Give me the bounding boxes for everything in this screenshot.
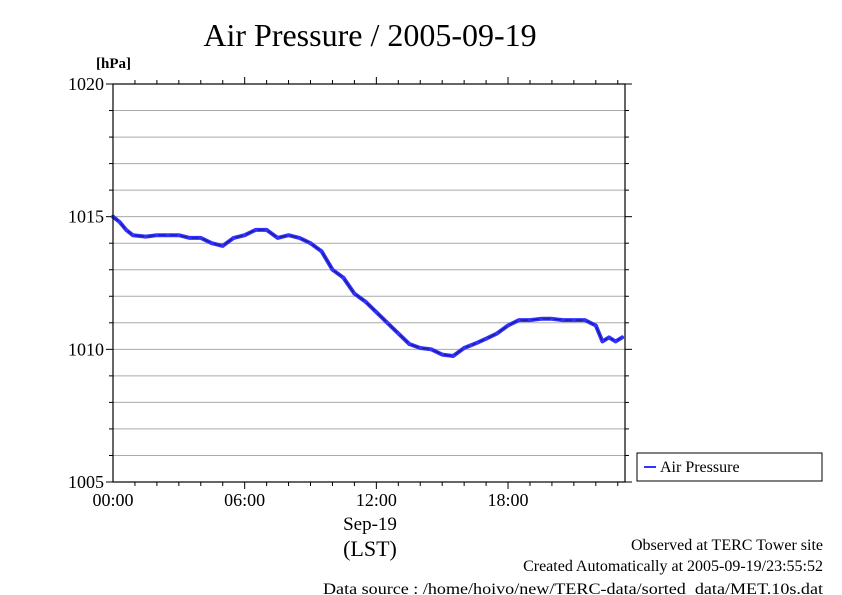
- data-point: [506, 323, 510, 328]
- data-point: [341, 275, 346, 280]
- data-point: [188, 236, 192, 240]
- data-point: [620, 335, 624, 340]
- data-point: [484, 336, 488, 341]
- data-point: [264, 228, 269, 232]
- data-point: [177, 233, 181, 238]
- footer-source: Data source : /home/hoivo/new/TERC-data/…: [323, 581, 824, 595]
- legend: Air Pressure: [636, 452, 823, 482]
- data-point: [117, 220, 122, 224]
- series-layer: [111, 214, 625, 358]
- data-point: [297, 236, 302, 240]
- data-point: [475, 340, 480, 345]
- data-point: [572, 318, 576, 322]
- data-point: [330, 267, 335, 272]
- data-point: [517, 318, 521, 322]
- footer-observed: Observed at TERC Tower site: [631, 537, 823, 554]
- chart-title: Air Pressure / 2005-09-19: [203, 17, 536, 53]
- data-point: [198, 236, 203, 240]
- data-point: [440, 352, 444, 357]
- data-point: [352, 291, 357, 296]
- legend-label: Air Pressure: [660, 459, 740, 476]
- x-tick-label: 00:00: [92, 490, 133, 510]
- data-point: [275, 236, 280, 240]
- axis-ticks: [106, 77, 632, 489]
- data-point: [166, 233, 170, 238]
- y-tick-label: 1005: [68, 472, 104, 492]
- data-point: [407, 342, 412, 346]
- data-point: [539, 317, 543, 321]
- data-point: [231, 236, 236, 240]
- data-point: [385, 321, 390, 325]
- data-point: [594, 323, 598, 328]
- x-tick-label: 06:00: [224, 490, 265, 510]
- data-point: [253, 228, 258, 232]
- data-point: [550, 317, 554, 321]
- y-tick-label: 1010: [68, 339, 104, 359]
- data-point: [462, 346, 466, 350]
- y-tick-label: 1015: [68, 207, 104, 227]
- data-point: [209, 241, 214, 245]
- data-point: [396, 331, 401, 336]
- x-axis-unit-label: (LST): [343, 536, 397, 561]
- data-point: [130, 233, 135, 238]
- data-point: [319, 249, 324, 253]
- data-point: [286, 233, 291, 238]
- data-point: [561, 318, 565, 322]
- data-point: [124, 228, 128, 232]
- grid-lines: [113, 110, 625, 456]
- legend-box: [636, 452, 823, 482]
- data-point: [468, 343, 473, 348]
- data-point: [451, 354, 455, 358]
- x-tick-label: 12:00: [356, 490, 397, 510]
- data-point: [528, 318, 532, 322]
- footer-created: Created Automatically at 2005-09-19/23:5…: [523, 558, 823, 575]
- data-point: [155, 233, 159, 238]
- data-point: [429, 347, 434, 352]
- data-point: [583, 318, 587, 322]
- data-point: [308, 241, 313, 245]
- data-point: [607, 335, 611, 340]
- x-tick-label: 18:00: [488, 490, 529, 510]
- tick-labels: 1005 1010 1015 1020 00:00 06:00 12:00 18:00: [68, 74, 529, 510]
- data-point: [144, 234, 148, 239]
- data-point: [600, 339, 605, 344]
- x-axis-date-label: Sep-19: [343, 514, 397, 535]
- data-point: [363, 299, 368, 304]
- data-point: [495, 331, 499, 336]
- plot-frame: [112, 83, 626, 483]
- data-point: [613, 339, 618, 344]
- data-point: [418, 346, 423, 350]
- y-tick-label: 1020: [68, 74, 104, 94]
- y-axis-unit-label: [hPa]: [96, 56, 131, 72]
- data-point: [374, 310, 379, 314]
- data-point: [220, 244, 225, 248]
- data-point: [242, 233, 247, 238]
